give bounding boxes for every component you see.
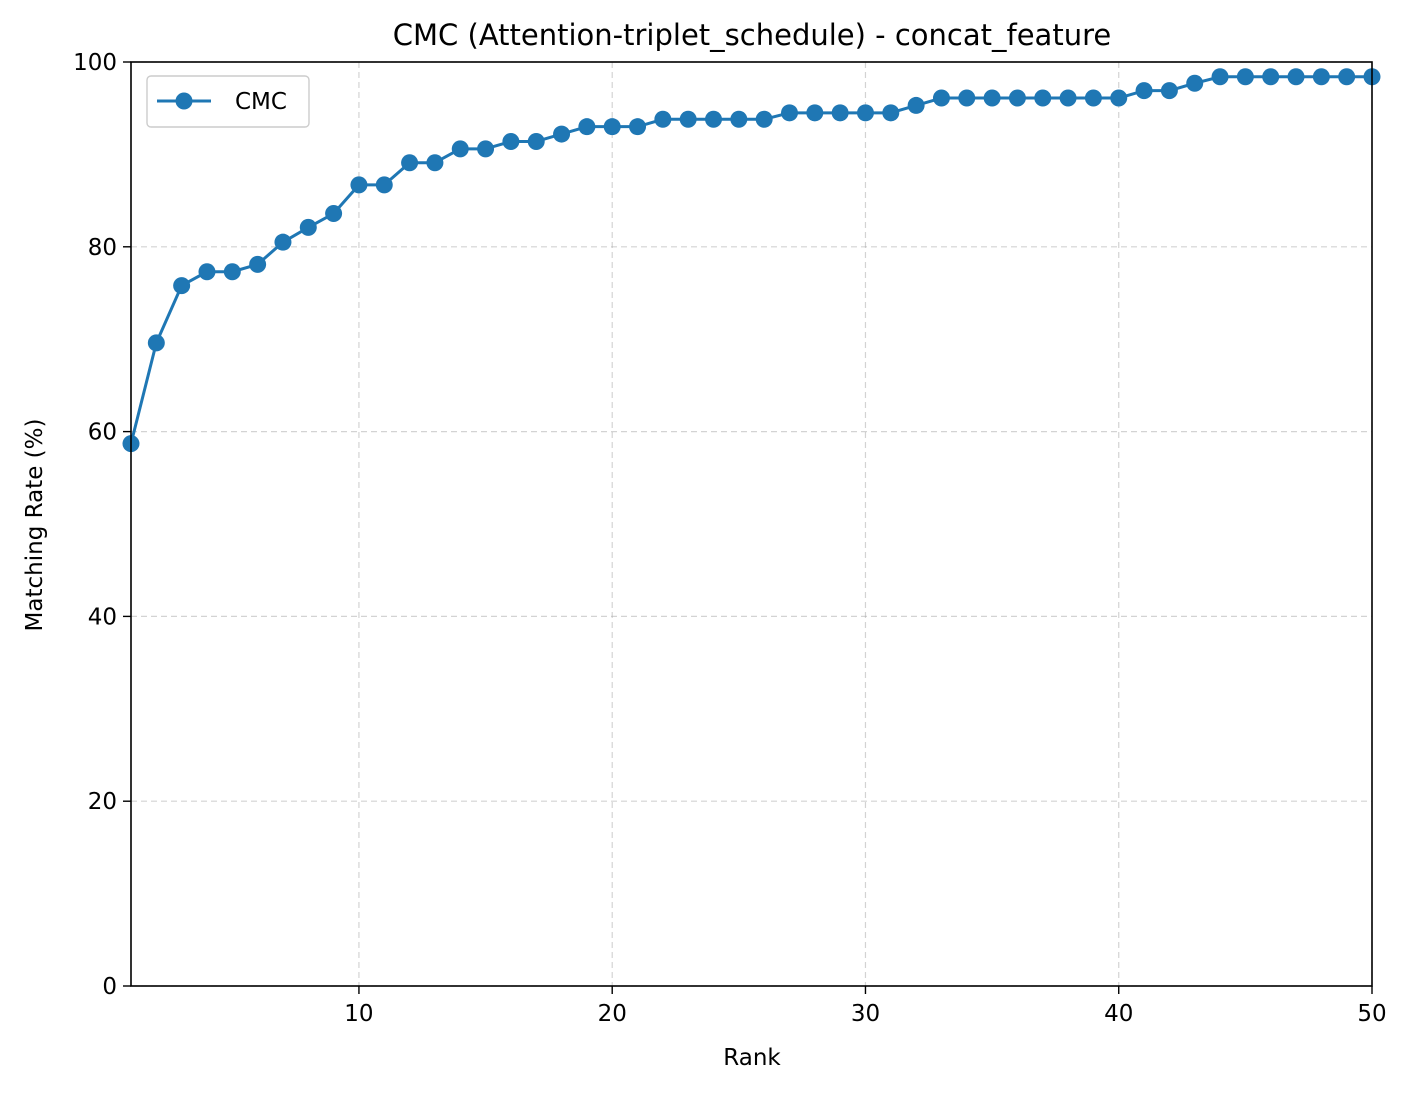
data-point: [705, 110, 723, 128]
data-point: [831, 104, 849, 122]
data-point: [629, 118, 647, 136]
y-tick-label: 100: [73, 50, 117, 76]
data-point: [553, 125, 571, 143]
y-tick-label: 80: [88, 235, 117, 261]
x-tick-label: 50: [1357, 1001, 1386, 1027]
data-point: [1262, 68, 1280, 86]
data-point: [1084, 89, 1102, 107]
data-point: [198, 263, 216, 281]
data-point: [325, 205, 343, 223]
data-point: [426, 154, 444, 172]
y-tick-label: 20: [88, 789, 117, 815]
legend-label-cmc: CMC: [235, 89, 287, 115]
data-point: [147, 334, 165, 352]
data-point: [1160, 82, 1178, 100]
data-point: [806, 104, 824, 122]
data-point: [375, 176, 393, 194]
data-point: [451, 140, 469, 158]
data-point: [350, 176, 368, 194]
data-point: [654, 110, 672, 128]
data-point: [527, 132, 545, 150]
data-point: [882, 104, 900, 122]
series-layer: [122, 68, 1381, 453]
data-point: [603, 118, 621, 136]
data-point: [1059, 89, 1077, 107]
x-axis-label: Rank: [723, 1045, 781, 1071]
y-tick-label: 0: [102, 974, 117, 1000]
y-axis-label: Matching Rate (%): [22, 419, 48, 632]
data-point: [730, 110, 748, 128]
data-point: [907, 96, 925, 114]
data-point: [958, 89, 976, 107]
y-tick-label: 60: [88, 420, 117, 446]
data-point: [1338, 68, 1356, 86]
data-point: [1008, 89, 1026, 107]
data-point: [679, 110, 697, 128]
data-point: [1312, 68, 1330, 86]
x-tick-label: 20: [598, 1001, 627, 1027]
data-point: [1211, 68, 1229, 86]
data-point: [401, 154, 419, 172]
data-point: [932, 89, 950, 107]
data-point: [173, 277, 191, 295]
data-point: [249, 255, 267, 273]
data-point: [755, 110, 773, 128]
data-point: [1287, 68, 1305, 86]
data-point: [983, 89, 1001, 107]
data-point: [578, 118, 596, 136]
data-point: [299, 218, 317, 236]
x-tick-label: 10: [344, 1001, 373, 1027]
x-tick-label: 30: [851, 1001, 880, 1027]
data-point: [223, 263, 241, 281]
data-point: [780, 104, 798, 122]
data-point: [1236, 68, 1254, 86]
legend-frame: [146, 75, 310, 128]
data-point: [856, 104, 874, 122]
legend-marker-cmc: [175, 92, 193, 110]
y-tick-label: 40: [88, 604, 117, 630]
data-point: [502, 132, 520, 150]
data-point: [1034, 89, 1052, 107]
legend: CMC: [146, 75, 310, 128]
chart-title: CMC (Attention-triplet_schedule) - conca…: [393, 18, 1111, 52]
data-point: [1135, 82, 1153, 100]
data-point: [274, 233, 292, 251]
data-point: [477, 140, 495, 158]
axis-ticks: 10 20 30 40 50 0 20 40 60 80 100: [73, 50, 1387, 1027]
data-point: [1186, 74, 1204, 92]
data-point: [1110, 89, 1128, 107]
plot-frame: [130, 61, 1373, 987]
x-tick-label: 40: [1104, 1001, 1133, 1027]
